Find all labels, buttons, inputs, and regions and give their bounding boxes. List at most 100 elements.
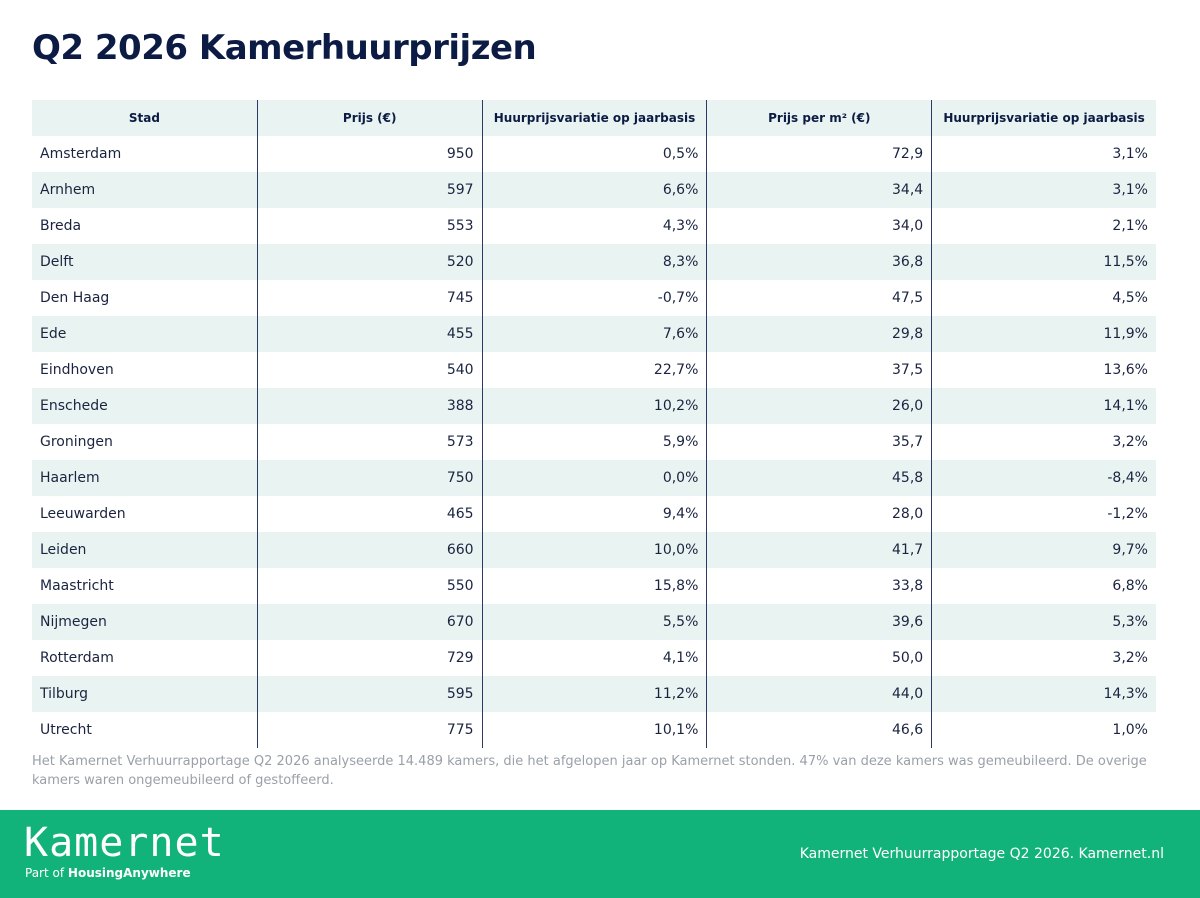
column-header: Prijs per m² (€): [706, 100, 931, 136]
table-row: Delft 520 8,3% 36,8 11,5%: [32, 244, 1156, 280]
table-row: Utrecht 775 10,1% 46,6 1,0%: [32, 712, 1156, 748]
table-cell: 660: [256, 532, 482, 568]
table-cell: 540: [256, 352, 482, 388]
table-cell: 595: [256, 676, 482, 712]
table-cell: 4,5%: [931, 280, 1156, 316]
logo: Kamernet: [24, 820, 225, 866]
table-cell: Groningen: [40, 434, 113, 450]
footer: Kamernet Part of HousingAnywhere Kamerne…: [0, 810, 1200, 898]
table-cell: 47,5: [706, 280, 931, 316]
table-cell: 6,8%: [931, 568, 1156, 604]
table-cell: 11,2%: [481, 676, 707, 712]
table-row: Leiden 660 10,0% 41,7 9,7%: [32, 532, 1156, 568]
logo-subtitle: Part of HousingAnywhere: [25, 866, 191, 880]
table-cell: Tilburg: [40, 686, 89, 702]
table-row: Eindhoven 540 22,7% 37,5 13,6%: [32, 352, 1156, 388]
footer-text: Kamernet Verhuurrapportage Q2 2026. Kame…: [799, 846, 1164, 862]
table-cell: 4,3%: [481, 208, 707, 244]
table-cell: 34,0: [706, 208, 931, 244]
table-cell: Delft: [40, 254, 74, 270]
header-row: Stad Prijs (€) Huurprijsvariatie op jaarba…: [32, 100, 1156, 136]
table-cell: 35,7: [706, 424, 931, 460]
table-cell: 6,6%: [481, 172, 707, 208]
table-row: Den Haag 745 -0,7% 47,5 4,5%: [32, 280, 1156, 316]
table-row: Amsterdam 950 0,5% 72,9 3,1%: [32, 136, 1156, 172]
table-cell: 520: [256, 244, 482, 280]
table-cell: 41,7: [706, 532, 931, 568]
table-cell: 0,0%: [481, 460, 707, 496]
table-row: Enschede 388 10,2% 26,0 14,1%: [32, 388, 1156, 424]
table-cell: 4,1%: [481, 640, 707, 676]
table-row: Leeuwarden 465 9,4% 28,0 -1,2%: [32, 496, 1156, 532]
table-cell: Utrecht: [40, 722, 92, 738]
table-cell: 775: [256, 712, 482, 748]
table-cell: 3,1%: [931, 136, 1156, 172]
table-cell: Den Haag: [40, 290, 110, 306]
logo-parent: HousingAnywhere: [67, 866, 191, 880]
table-cell: 455: [256, 316, 482, 352]
table-cell: 5,3%: [931, 604, 1156, 640]
table-cell: 7,6%: [481, 316, 707, 352]
table-cell: 745: [256, 280, 482, 316]
table-cell: Haarlem: [40, 470, 100, 486]
table-row: Breda 553 4,3% 34,0 2,1%: [32, 208, 1156, 244]
table-cell: 36,8: [706, 244, 931, 280]
table-cell: 550: [256, 568, 482, 604]
table-cell: 28,0: [706, 496, 931, 532]
table-cell: 10,2%: [481, 388, 707, 424]
table-cell: 0,5%: [481, 136, 707, 172]
table-cell: 2,1%: [931, 208, 1156, 244]
table-cell: 670: [256, 604, 482, 640]
table-cell: Maastricht: [40, 578, 114, 594]
table-cell: 5,5%: [481, 604, 707, 640]
table-cell: 1,0%: [931, 712, 1156, 748]
table-row: Arnhem 597 6,6% 34,4 3,1%: [32, 172, 1156, 208]
footnote: Het Kamernet Verhuurrapportage Q2 2026 a…: [32, 754, 1147, 788]
table-cell: 15,8%: [481, 568, 707, 604]
logo-prefix: Part of: [25, 866, 65, 880]
table-row: Ede 455 7,6% 29,8 11,9%: [32, 316, 1156, 352]
table-cell: 37,5: [706, 352, 931, 388]
table-cell: 8,3%: [481, 244, 707, 280]
table-cell: 22,7%: [481, 352, 707, 388]
table-cell: 465: [256, 496, 482, 532]
table-cell: Breda: [40, 218, 82, 234]
table-cell: 573: [256, 424, 482, 460]
table-cell: Rotterdam: [40, 650, 114, 666]
table-cell: -0,7%: [481, 280, 707, 316]
table-row: Tilburg 595 11,2% 44,0 14,3%: [32, 676, 1156, 712]
table-cell: 10,1%: [481, 712, 707, 748]
table-cell: Nijmegen: [40, 614, 107, 630]
table-cell: 3,2%: [931, 640, 1156, 676]
table-cell: 39,6: [706, 604, 931, 640]
column-header: Huurprijsvariatie op jaarbasis: [481, 100, 707, 136]
table-cell: 3,1%: [931, 172, 1156, 208]
table-cell: 46,6: [706, 712, 931, 748]
table-cell: 29,8: [706, 316, 931, 352]
table-cell: Eindhoven: [40, 362, 114, 378]
table-cell: 14,1%: [931, 388, 1156, 424]
table-cell: 10,0%: [481, 532, 707, 568]
table-cell: 553: [256, 208, 482, 244]
table-cell: -1,2%: [931, 496, 1156, 532]
table-cell: 5,9%: [481, 424, 707, 460]
table-cell: 11,5%: [931, 244, 1156, 280]
column-header: Prijs (€): [256, 100, 482, 136]
table-cell: 729: [256, 640, 482, 676]
title: Q2 2026 Kamerhuurprijzen: [32, 28, 537, 68]
table-cell: 26,0: [706, 388, 931, 424]
table-cell: 45,8: [706, 460, 931, 496]
column-header: Stad: [128, 111, 160, 125]
table-row: Haarlem 750 0,0% 45,8 -8,4%: [32, 460, 1156, 496]
table-cell: Leiden: [40, 542, 87, 558]
table-cell: 9,4%: [481, 496, 707, 532]
table-cell: Amsterdam: [40, 146, 122, 162]
table-row: Rotterdam 729 4,1% 50,0 3,2%: [32, 640, 1156, 676]
table-row: Maastricht 550 15,8% 33,8 6,8%: [32, 568, 1156, 604]
table-cell: 44,0: [706, 676, 931, 712]
table-cell: 9,7%: [931, 532, 1156, 568]
table-cell: 34,4: [706, 172, 931, 208]
table-row: Groningen 573 5,9% 35,7 3,2%: [32, 424, 1156, 460]
table-cell: Leeuwarden: [40, 506, 126, 522]
